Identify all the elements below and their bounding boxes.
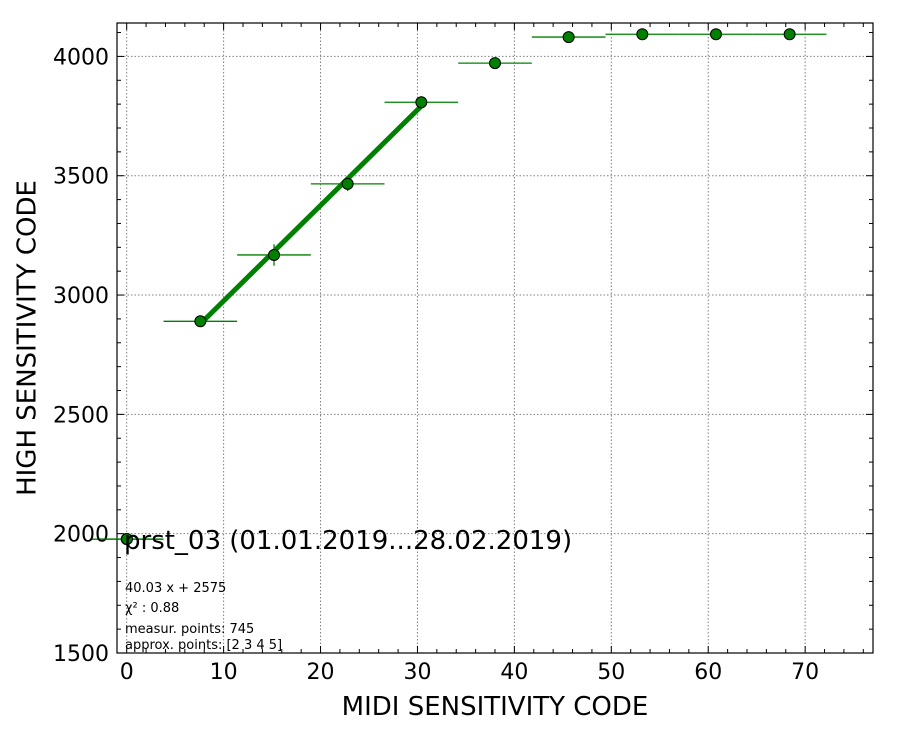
data-point [268, 248, 281, 261]
tick-layer [117, 23, 873, 654]
x-tick-label: 60 [694, 660, 722, 685]
chi2-label: χ² : 0.88 [125, 601, 179, 616]
data-point [489, 57, 501, 70]
x-tick-label: 40 [500, 660, 528, 685]
legend-marker [100, 533, 162, 545]
y-tick-label: 4000 [53, 45, 109, 70]
data-point [709, 28, 722, 41]
plot-frame [116, 22, 874, 654]
grid-layer [117, 23, 873, 654]
legend: prst_03 (01.01.2019...28.02.2019) [100, 526, 572, 556]
measured-points-label: measur. points: 745 [125, 622, 254, 637]
x-tick-label: 20 [307, 660, 335, 685]
fit-layer [198, 104, 424, 326]
approx-points-label: approx. points: [2 3 4 5] [125, 638, 282, 653]
y-axis-label: HIGH SENSITIVITY CODE [13, 180, 43, 496]
point-layer [120, 28, 796, 546]
x-tick-label: 70 [791, 660, 819, 685]
x-tick-label: 30 [403, 660, 431, 685]
data-point [636, 28, 649, 41]
data-point [194, 315, 207, 328]
y-tick-label: 2000 [53, 523, 109, 548]
data-point [415, 96, 428, 109]
legend-marker-point [121, 533, 133, 545]
fit-line [198, 104, 424, 326]
y-tick-label: 3500 [53, 165, 109, 190]
data-point [562, 31, 575, 44]
data-point [783, 28, 796, 41]
x-tick-label: 50 [597, 660, 625, 685]
fit-equation-label: 40.03 x + 2575 [125, 581, 226, 596]
fit-annotations: 40.03 x + 2575 χ² : 0.88 measur. points:… [125, 581, 282, 653]
legend-series-label: prst_03 (01.01.2019...28.02.2019) [124, 526, 572, 556]
data-point [341, 177, 354, 190]
y-tick-label: 3000 [53, 284, 109, 309]
x-tick-label: 10 [210, 660, 238, 685]
tick-label-layer: 0 10 20 30 40 50 60 70 1500 2000 2500 3000 3500 4000 [53, 45, 819, 685]
errorbar-layer [89, 32, 827, 542]
y-tick-label: 2500 [53, 403, 109, 428]
y-tick-label: 1500 [53, 642, 109, 667]
x-axis-label: MIDI SENSITIVITY CODE [342, 692, 649, 722]
x-tick-label: 0 [120, 660, 134, 685]
